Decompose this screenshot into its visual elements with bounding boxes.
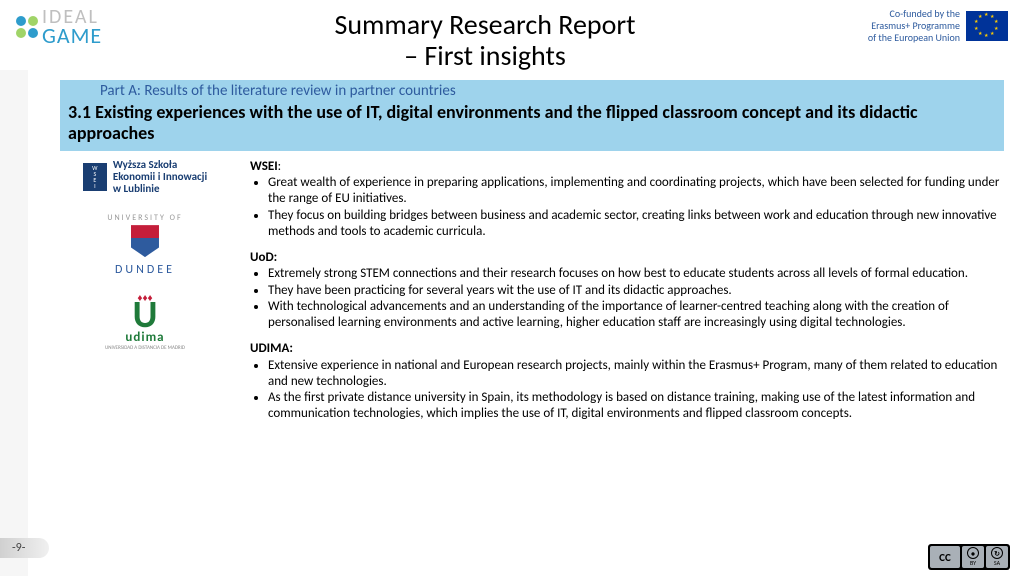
wsei-logo: WSEI Wyższa SzkołaEkonomii i Innowacjiw … <box>70 159 220 195</box>
list-item: With technological advancements and an u… <box>268 299 1004 332</box>
cc-label: CC <box>930 546 960 568</box>
udima-logo: ♦♦♦ U udima UNIVERSIDAD A DISTANCIA DE M… <box>70 295 220 351</box>
title-line2: – First insights <box>404 38 566 73</box>
body-text-column: WSEI: Great wealth of experience in prep… <box>250 159 1004 433</box>
dundee-arc-text: UNIVERSITY OF <box>107 213 182 223</box>
wsei-logo-text: Wyższa SzkołaEkonomii i Innowacjiw Lubli… <box>113 159 207 195</box>
udima-block: UDIMA: Extensive experience in national … <box>250 341 1004 422</box>
content-area: WSEI Wyższa SzkołaEkonomii i Innowacjiw … <box>0 159 1024 433</box>
cc-sa-icon: ↻SA <box>986 546 1008 568</box>
list-item: They have been practicing for several ye… <box>268 283 1004 299</box>
wsei-block: WSEI: Great wealth of experience in prep… <box>250 159 1004 240</box>
left-decorative-bar <box>0 70 28 576</box>
uod-bullets: Extremely strong STEM connections and th… <box>250 266 1004 331</box>
slide-title: Summary Research Report – First insights <box>102 10 868 72</box>
uod-name: UoD: <box>250 250 277 265</box>
udima-name-label: UDIMA: <box>250 341 293 356</box>
list-item: Great wealth of experience in preparing … <box>268 175 1004 208</box>
section-heading: 3.1 Existing experiences with the use of… <box>60 100 1004 151</box>
eu-flag-icon: ★ ★ ★ ★ ★ ★ ★ ★ ★ ★ <box>966 11 1008 41</box>
cc-license-badge: CC ●BY ↻SA <box>928 544 1010 570</box>
list-item: As the first private distance university… <box>268 390 1004 423</box>
dundee-shield-icon <box>131 225 159 257</box>
wsei-bullets: Great wealth of experience in preparing … <box>250 175 1004 240</box>
list-item: Extensive experience in national and Eur… <box>268 358 1004 391</box>
title-line1: Summary Research Report <box>334 7 635 42</box>
dundee-logo: UNIVERSITY OF DUNDEE <box>70 213 220 277</box>
udima-bullets: Extensive experience in national and Eur… <box>250 358 1004 423</box>
part-label: Part A: Results of the literature review… <box>60 80 1004 100</box>
udima-subtitle: UNIVERSIDAD A DISTANCIA DE MADRID <box>105 345 185 351</box>
eu-cofunded-block: Co-funded by the Erasmus+ Programme of t… <box>868 8 1008 44</box>
wsei-name: WSEI <box>250 159 278 174</box>
list-item: Extremely strong STEM connections and th… <box>268 266 1004 282</box>
logo-line2: GAME <box>42 26 102 46</box>
page-number: -9- <box>0 538 49 558</box>
dundee-name: DUNDEE <box>115 263 175 277</box>
ideal-game-logo: IDEAL GAME <box>16 8 102 46</box>
partner-logos-column: WSEI Wyższa SzkołaEkonomii i Innowacjiw … <box>60 159 230 433</box>
list-item: They focus on building bridges between b… <box>268 208 1004 241</box>
eu-line3: of the European Union <box>868 32 960 44</box>
udima-m-icon: U <box>133 300 158 330</box>
section-header: Part A: Results of the literature review… <box>60 80 1004 151</box>
uod-block: UoD: Extremely strong STEM connections a… <box>250 250 1004 331</box>
slide-header: IDEAL GAME Summary Research Report – Fir… <box>0 0 1024 76</box>
cc-by-icon: ●BY <box>962 546 984 568</box>
